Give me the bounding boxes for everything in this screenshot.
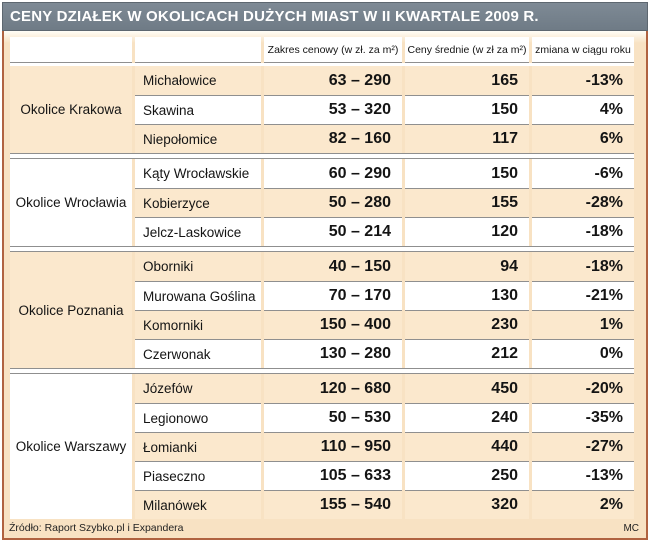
range-cell: 155 – 540: [264, 490, 402, 519]
range-cell: 50 – 280: [264, 188, 402, 217]
change-cell: 6%: [532, 124, 634, 153]
change-cell: 2%: [532, 490, 634, 519]
credit-initials: MC: [623, 523, 639, 534]
avg-cell: 230: [405, 310, 529, 339]
change-cell: -18%: [532, 217, 634, 246]
change-cell: -13%: [532, 66, 634, 95]
column-header-yearly-change: zmiana w ciągu roku: [532, 37, 634, 63]
change-cell: -27%: [532, 432, 634, 461]
town-cell: Czerwonak: [135, 339, 261, 368]
range-cell: 105 – 633: [264, 461, 402, 490]
avg-cell: 240: [405, 403, 529, 432]
town-cell: Murowana Goślina: [135, 281, 261, 310]
group-separator: [10, 246, 634, 252]
region-cell: Okolice Wrocławia: [10, 159, 132, 246]
range-cell: 40 – 150: [264, 252, 402, 281]
column-header-avg-price: Ceny średnie (w zł za m²): [405, 37, 529, 63]
town-cell: Michałowice: [135, 66, 261, 95]
change-cell: 1%: [532, 310, 634, 339]
change-cell: 4%: [532, 95, 634, 124]
range-cell: 130 – 280: [264, 339, 402, 368]
town-cell: Skawina: [135, 95, 261, 124]
region-cell: Okolice Krakowa: [10, 66, 132, 153]
change-cell: -21%: [532, 281, 634, 310]
table-panel: Zakres cenowy (w zł. za m²) Ceny średnie…: [2, 31, 648, 540]
town-cell: Jelcz-Laskowice: [135, 217, 261, 246]
town-cell: Milanówek: [135, 490, 261, 519]
avg-cell: 165: [405, 66, 529, 95]
region-cell: Okolice Warszawy: [10, 374, 132, 519]
town-cell: Józefów: [135, 374, 261, 403]
range-cell: 60 – 290: [264, 159, 402, 188]
avg-cell: 94: [405, 252, 529, 281]
avg-cell: 440: [405, 432, 529, 461]
avg-cell: 212: [405, 339, 529, 368]
avg-cell: 150: [405, 159, 529, 188]
avg-cell: 117: [405, 124, 529, 153]
range-cell: 110 – 950: [264, 432, 402, 461]
change-cell: -18%: [532, 252, 634, 281]
change-cell: -28%: [532, 188, 634, 217]
column-header-region: [10, 37, 132, 63]
town-cell: Łomianki: [135, 432, 261, 461]
range-cell: 120 – 680: [264, 374, 402, 403]
column-header-price-range: Zakres cenowy (w zł. za m²): [264, 37, 402, 63]
source-note: Źródło: Raport Szybko.pl i Expandera: [9, 522, 184, 534]
town-cell: Kąty Wrocławskie: [135, 159, 261, 188]
page-title: CENY DZIAŁEK W OKOLICACH DUŻYCH MIAST W …: [10, 8, 539, 25]
range-cell: 53 – 320: [264, 95, 402, 124]
change-cell: -13%: [532, 461, 634, 490]
column-header-town: [135, 37, 261, 63]
data-table: Zakres cenowy (w zł. za m²) Ceny średnie…: [10, 37, 634, 519]
avg-cell: 150: [405, 95, 529, 124]
avg-cell: 155: [405, 188, 529, 217]
avg-cell: 450: [405, 374, 529, 403]
range-cell: 150 – 400: [264, 310, 402, 339]
range-cell: 82 – 160: [264, 124, 402, 153]
title-bar: CENY DZIAŁEK W OKOLICACH DUŻYCH MIAST W …: [2, 2, 648, 31]
range-cell: 70 – 170: [264, 281, 402, 310]
town-cell: Piaseczno: [135, 461, 261, 490]
change-cell: -20%: [532, 374, 634, 403]
town-cell: Oborniki: [135, 252, 261, 281]
avg-cell: 320: [405, 490, 529, 519]
header-separator: [10, 63, 634, 66]
change-cell: 0%: [532, 339, 634, 368]
group-separator: [10, 368, 634, 374]
range-cell: 63 – 290: [264, 66, 402, 95]
range-cell: 50 – 530: [264, 403, 402, 432]
range-cell: 50 – 214: [264, 217, 402, 246]
region-cell: Okolice Poznania: [10, 252, 132, 368]
avg-cell: 250: [405, 461, 529, 490]
town-cell: Niepołomice: [135, 124, 261, 153]
group-separator: [10, 153, 634, 159]
avg-cell: 120: [405, 217, 529, 246]
town-cell: Komorniki: [135, 310, 261, 339]
town-cell: Kobierzyce: [135, 188, 261, 217]
town-cell: Legionowo: [135, 403, 261, 432]
change-cell: -6%: [532, 159, 634, 188]
change-cell: -35%: [532, 403, 634, 432]
avg-cell: 130: [405, 281, 529, 310]
